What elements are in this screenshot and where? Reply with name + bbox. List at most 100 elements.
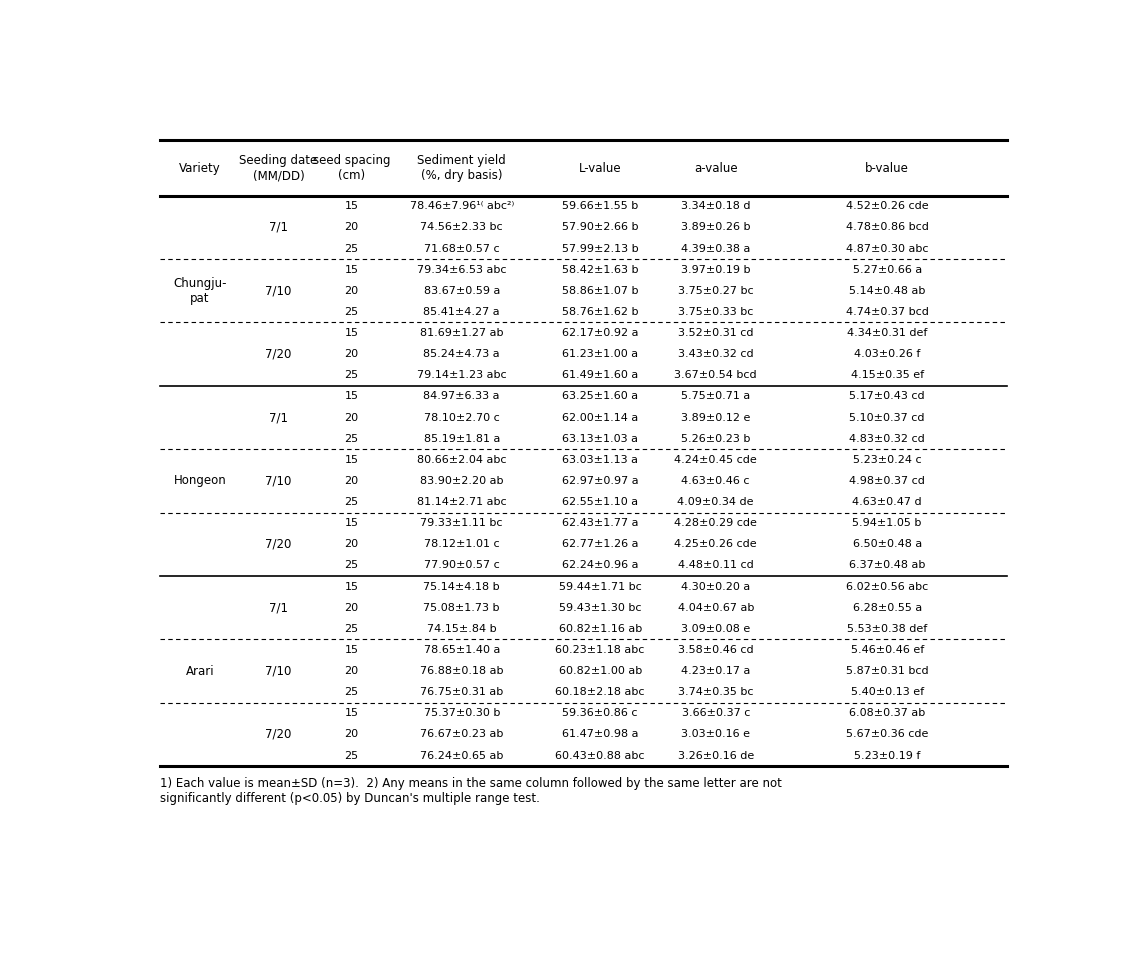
Text: 15: 15: [345, 328, 358, 338]
Text: 57.99±2.13 b: 57.99±2.13 b: [562, 244, 638, 253]
Text: 74.56±2.33 bc: 74.56±2.33 bc: [420, 223, 503, 232]
Text: 3.26±0.16 de: 3.26±0.16 de: [677, 750, 753, 761]
Text: 74.15±.84 b: 74.15±.84 b: [427, 624, 496, 634]
Text: 5.40±0.13 ef: 5.40±0.13 ef: [850, 687, 924, 697]
Text: 5.94±1.05 b: 5.94±1.05 b: [852, 518, 922, 529]
Text: 4.52±0.26 cde: 4.52±0.26 cde: [846, 202, 929, 211]
Text: 78.12±1.01 c: 78.12±1.01 c: [424, 539, 500, 550]
Text: 78.46±7.96¹⁽ abc²⁾: 78.46±7.96¹⁽ abc²⁾: [410, 202, 514, 211]
Text: 78.10±2.70 c: 78.10±2.70 c: [423, 413, 500, 423]
Text: 85.19±1.81 a: 85.19±1.81 a: [423, 434, 500, 444]
Text: 76.24±0.65 ab: 76.24±0.65 ab: [420, 750, 503, 761]
Text: 75.08±1.73 b: 75.08±1.73 b: [423, 602, 500, 613]
Text: 25: 25: [345, 497, 358, 507]
Text: 4.15±0.35 ef: 4.15±0.35 ef: [850, 370, 924, 380]
Text: 59.43±1.30 bc: 59.43±1.30 bc: [559, 602, 642, 613]
Text: 15: 15: [345, 645, 358, 655]
Text: 4.28±0.29 cde: 4.28±0.29 cde: [675, 518, 757, 529]
Text: 3.09±0.08 e: 3.09±0.08 e: [682, 624, 750, 634]
Text: 4.48±0.11 cd: 4.48±0.11 cd: [678, 560, 753, 571]
Text: 15: 15: [345, 581, 358, 592]
Text: 85.41±4.27 a: 85.41±4.27 a: [423, 307, 500, 316]
Text: 7/1: 7/1: [269, 411, 288, 424]
Text: 75.14±4.18 b: 75.14±4.18 b: [423, 581, 500, 592]
Text: 6.37±0.48 ab: 6.37±0.48 ab: [849, 560, 925, 571]
Text: 25: 25: [345, 307, 358, 316]
Text: 4.25±0.26 cde: 4.25±0.26 cde: [675, 539, 757, 550]
Text: 78.65±1.40 a: 78.65±1.40 a: [423, 645, 500, 655]
Text: 3.74±0.35 bc: 3.74±0.35 bc: [678, 687, 753, 697]
Text: 81.14±2.71 abc: 81.14±2.71 abc: [417, 497, 506, 507]
Text: 1) Each value is mean±SD (n=3).  2) Any means in the same column followed by the: 1) Each value is mean±SD (n=3). 2) Any m…: [159, 777, 782, 805]
Text: 4.23±0.17 a: 4.23±0.17 a: [681, 666, 750, 676]
Text: 3.34±0.18 d: 3.34±0.18 d: [681, 202, 750, 211]
Text: 4.39±0.38 a: 4.39±0.38 a: [681, 244, 750, 253]
Text: 25: 25: [345, 244, 358, 253]
Text: 20: 20: [345, 413, 358, 423]
Text: 61.23±1.00 a: 61.23±1.00 a: [562, 349, 638, 359]
Text: b-value: b-value: [865, 162, 909, 175]
Text: Seeding date
(MM/DD): Seeding date (MM/DD): [239, 154, 318, 182]
Text: 3.58±0.46 cd: 3.58±0.46 cd: [678, 645, 753, 655]
Text: 25: 25: [345, 434, 358, 444]
Text: 7/10: 7/10: [265, 284, 291, 297]
Text: 4.34±0.31 def: 4.34±0.31 def: [847, 328, 927, 338]
Text: 63.25±1.60 a: 63.25±1.60 a: [562, 391, 638, 402]
Text: 4.74±0.37 bcd: 4.74±0.37 bcd: [846, 307, 929, 316]
Text: 63.13±1.03 a: 63.13±1.03 a: [562, 434, 638, 444]
Text: 3.66±0.37 c: 3.66±0.37 c: [682, 708, 750, 718]
Text: Hongeon: Hongeon: [174, 474, 226, 488]
Text: 7/20: 7/20: [265, 728, 291, 741]
Text: 5.10±0.37 cd: 5.10±0.37 cd: [849, 413, 925, 423]
Text: 63.03±1.13 a: 63.03±1.13 a: [562, 455, 638, 465]
Text: 79.34±6.53 abc: 79.34±6.53 abc: [417, 265, 506, 274]
Text: 6.50±0.48 a: 6.50±0.48 a: [852, 539, 922, 550]
Text: 57.90±2.66 b: 57.90±2.66 b: [562, 223, 638, 232]
Text: 3.67±0.54 bcd: 3.67±0.54 bcd: [675, 370, 757, 380]
Text: 3.89±0.26 b: 3.89±0.26 b: [681, 223, 750, 232]
Text: 60.82±1.00 ab: 60.82±1.00 ab: [559, 666, 642, 676]
Text: 5.46±0.46 ef: 5.46±0.46 ef: [850, 645, 924, 655]
Text: 20: 20: [345, 729, 358, 740]
Text: 3.52±0.31 cd: 3.52±0.31 cd: [678, 328, 753, 338]
Text: 79.33±1.11 bc: 79.33±1.11 bc: [420, 518, 503, 529]
Text: 25: 25: [345, 370, 358, 380]
Text: 79.14±1.23 abc: 79.14±1.23 abc: [417, 370, 506, 380]
Text: 7/10: 7/10: [265, 474, 291, 488]
Text: 6.02±0.56 abc: 6.02±0.56 abc: [846, 581, 929, 592]
Text: 58.76±1.62 b: 58.76±1.62 b: [562, 307, 638, 316]
Text: 3.89±0.12 e: 3.89±0.12 e: [681, 413, 750, 423]
Text: 5.14±0.48 ab: 5.14±0.48 ab: [849, 286, 925, 295]
Text: 5.23±0.19 f: 5.23±0.19 f: [854, 750, 921, 761]
Text: 83.90±2.20 ab: 83.90±2.20 ab: [420, 476, 503, 486]
Text: 4.24±0.45 cde: 4.24±0.45 cde: [675, 455, 757, 465]
Text: 4.30±0.20 a: 4.30±0.20 a: [682, 581, 750, 592]
Text: 5.87±0.31 bcd: 5.87±0.31 bcd: [846, 666, 929, 676]
Text: 62.55±1.10 a: 62.55±1.10 a: [562, 497, 638, 507]
Text: 15: 15: [345, 391, 358, 402]
Text: 4.09±0.34 de: 4.09±0.34 de: [677, 497, 754, 507]
Text: 76.88±0.18 ab: 76.88±0.18 ab: [420, 666, 503, 676]
Text: 7/1: 7/1: [269, 601, 288, 614]
Text: 5.23±0.24 c: 5.23±0.24 c: [852, 455, 922, 465]
Text: 25: 25: [345, 624, 358, 634]
Text: 3.75±0.27 bc: 3.75±0.27 bc: [678, 286, 753, 295]
Text: Variety: Variety: [179, 162, 221, 175]
Text: 60.43±0.88 abc: 60.43±0.88 abc: [555, 750, 645, 761]
Text: 20: 20: [345, 666, 358, 676]
Text: 7/20: 7/20: [265, 538, 291, 551]
Text: 7/20: 7/20: [265, 348, 291, 360]
Text: 15: 15: [345, 202, 358, 211]
Text: 20: 20: [345, 476, 358, 486]
Text: 77.90±0.57 c: 77.90±0.57 c: [423, 560, 500, 571]
Text: 84.97±6.33 a: 84.97±6.33 a: [423, 391, 500, 402]
Text: 20: 20: [345, 349, 358, 359]
Text: 4.87±0.30 abc: 4.87±0.30 abc: [846, 244, 929, 253]
Text: 20: 20: [345, 539, 358, 550]
Text: 76.67±0.23 ab: 76.67±0.23 ab: [420, 729, 503, 740]
Text: a-value: a-value: [694, 162, 737, 175]
Text: 62.00±1.14 a: 62.00±1.14 a: [562, 413, 638, 423]
Text: 4.83±0.32 cd: 4.83±0.32 cd: [849, 434, 925, 444]
Text: 62.43±1.77 a: 62.43±1.77 a: [562, 518, 638, 529]
Text: 7/10: 7/10: [265, 664, 291, 678]
